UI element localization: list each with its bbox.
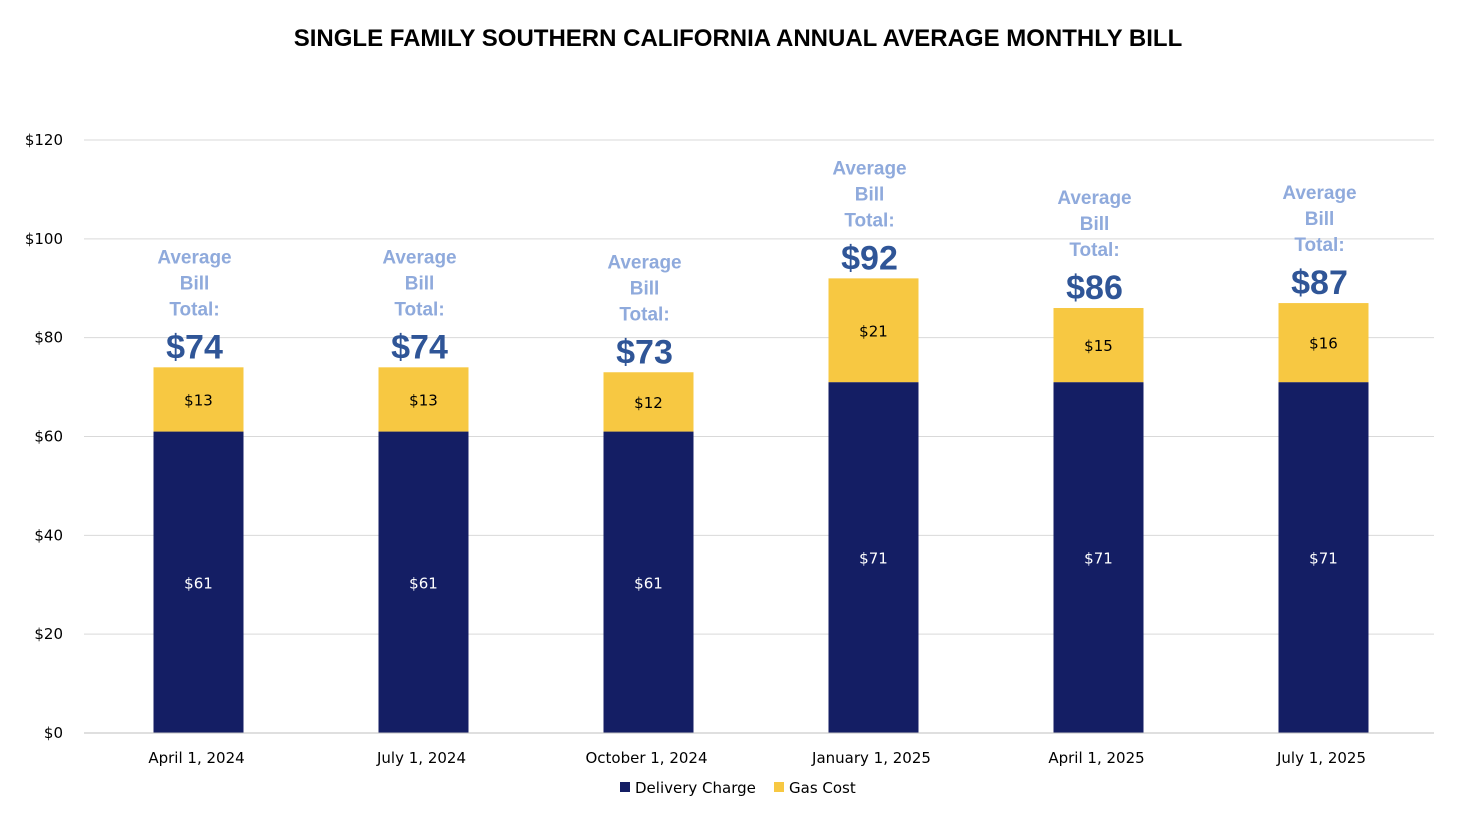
x-tick-label: July 1, 2025 <box>1276 749 1366 767</box>
average-bill-total-value: $92 <box>841 239 898 277</box>
average-bill-total-label: Bill <box>630 278 660 299</box>
gas-cost-bar <box>603 372 694 432</box>
delivery-charge-bar <box>603 431 694 733</box>
average-bill-total-label: Bill <box>405 273 435 294</box>
x-tick-label: January 1, 2025 <box>811 749 931 767</box>
average-bill-total-label: Total: <box>1069 240 1119 261</box>
average-bill-total-label: Total: <box>1294 235 1344 256</box>
average-bill-total-value: $86 <box>1066 269 1123 307</box>
y-tick-label: $60 <box>34 428 63 446</box>
total-annotations: $74 Average Bill Total: $74 Average Bill Total:… <box>157 158 1356 371</box>
y-tick-label: $40 <box>34 526 63 544</box>
delivery-charge-bar <box>1053 382 1144 733</box>
y-tick-label: $80 <box>34 329 63 347</box>
bars: $61 $13 $61 $13 $61 $12 $71 $21 $71 $15 $71 $16 <box>153 278 1369 733</box>
average-bill-total-label: Average <box>1282 183 1356 204</box>
delivery-charge-bar <box>828 382 919 733</box>
x-tick-label: July 1, 2024 <box>376 749 466 767</box>
average-bill-total-label: Average <box>1057 188 1131 209</box>
average-bill-total-label: Average <box>832 158 906 179</box>
y-tick-label: $20 <box>34 625 63 643</box>
gas-cost-label: $13 <box>409 391 438 409</box>
legend-swatch-gas-cost <box>774 782 784 792</box>
delivery-charge-bar <box>153 431 244 733</box>
average-bill-total-label: Total: <box>844 210 894 231</box>
delivery-charge-bar <box>378 431 469 733</box>
y-tick-label: $0 <box>44 724 63 742</box>
average-bill-total-value: $74 <box>166 328 223 366</box>
y-tick-label: $100 <box>25 230 63 248</box>
y-tick-label: $120 <box>25 131 63 149</box>
average-bill-total-value: $87 <box>1291 264 1348 302</box>
delivery-charge-label: $61 <box>634 574 663 592</box>
average-bill-total-label: Bill <box>1305 209 1335 230</box>
average-bill-total-label: Average <box>382 247 456 268</box>
delivery-charge-label: $61 <box>184 574 213 592</box>
average-bill-total-label: Total: <box>169 299 219 320</box>
delivery-charge-label: $71 <box>1309 550 1338 568</box>
gas-cost-label: $13 <box>184 391 213 409</box>
average-bill-total-label: Total: <box>619 304 669 325</box>
average-bill-total-value: $74 <box>391 328 448 366</box>
gas-cost-bar <box>1053 308 1144 383</box>
average-bill-total-label: Bill <box>1080 214 1110 235</box>
average-bill-total-label: Average <box>607 252 681 273</box>
legend: Delivery Charge Gas Cost <box>620 779 856 797</box>
x-tick-label: April 1, 2025 <box>1048 749 1144 767</box>
gas-cost-label: $12 <box>634 394 663 412</box>
average-bill-total-label: Average <box>157 247 231 268</box>
gas-cost-label: $15 <box>1084 337 1113 355</box>
average-bill-total-value: $73 <box>616 333 673 371</box>
x-tick-label: October 1, 2024 <box>585 749 707 767</box>
delivery-charge-label: $61 <box>409 574 438 592</box>
legend-swatch-delivery-charge <box>620 782 630 792</box>
x-tick-label: April 1, 2024 <box>148 749 244 767</box>
average-bill-total-label: Total: <box>394 299 444 320</box>
gridlines <box>84 139 1434 635</box>
delivery-charge-bar <box>1278 382 1369 733</box>
gas-cost-bar <box>153 367 244 432</box>
gas-cost-bar <box>1278 303 1369 383</box>
delivery-charge-label: $71 <box>859 550 888 568</box>
legend-label-gas-cost: Gas Cost <box>789 779 856 797</box>
gas-cost-bar <box>378 367 469 432</box>
average-bill-total-label: Bill <box>855 184 885 205</box>
legend-label-delivery-charge: Delivery Charge <box>635 779 756 797</box>
average-bill-total-label: Bill <box>180 273 210 294</box>
gas-cost-label: $16 <box>1309 335 1338 353</box>
chart-title: SINGLE FAMILY SOUTHERN CALIFORNIA ANNUAL… <box>294 25 1183 52</box>
gas-cost-label: $21 <box>859 322 888 340</box>
gas-cost-bar <box>828 278 919 383</box>
x-axis: April 1, 2024 July 1, 2024 October 1, 2024… <box>84 732 1434 767</box>
y-axis: $0 $20 $40 $60 $80 $100 $120 <box>25 131 63 742</box>
delivery-charge-label: $71 <box>1084 550 1113 568</box>
